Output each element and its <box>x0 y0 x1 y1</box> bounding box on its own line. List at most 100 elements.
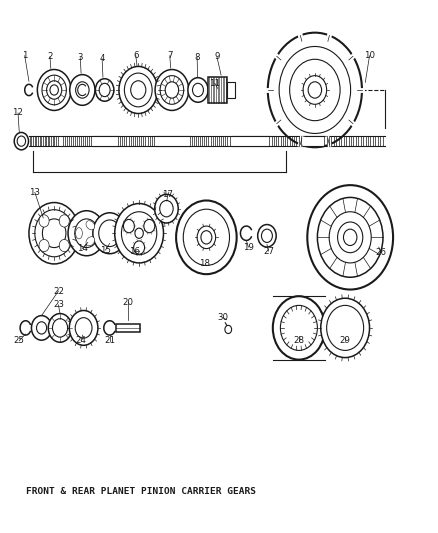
Circle shape <box>160 76 184 104</box>
Text: 27: 27 <box>263 247 274 256</box>
Bar <box>303 136 324 146</box>
Text: 20: 20 <box>123 298 134 307</box>
Circle shape <box>134 241 145 254</box>
Text: 28: 28 <box>293 336 304 345</box>
Circle shape <box>280 305 318 350</box>
Circle shape <box>318 197 383 277</box>
Circle shape <box>35 209 74 257</box>
Text: 26: 26 <box>375 248 386 257</box>
Circle shape <box>329 212 371 263</box>
Circle shape <box>39 215 49 227</box>
Text: 21: 21 <box>104 336 115 345</box>
Bar <box>208 77 227 103</box>
Circle shape <box>343 229 357 246</box>
Circle shape <box>165 82 179 98</box>
Circle shape <box>321 298 370 358</box>
Circle shape <box>17 136 25 146</box>
Circle shape <box>261 229 272 243</box>
Text: 18: 18 <box>199 259 210 268</box>
Circle shape <box>258 224 276 247</box>
Bar <box>93 136 118 146</box>
Circle shape <box>42 75 67 105</box>
Circle shape <box>37 69 71 110</box>
Circle shape <box>32 316 52 340</box>
Circle shape <box>131 81 146 99</box>
Text: 16: 16 <box>129 247 141 256</box>
Circle shape <box>176 200 237 274</box>
Circle shape <box>69 311 98 345</box>
Bar <box>232 136 269 146</box>
Ellipse shape <box>76 228 82 239</box>
Bar <box>156 136 190 146</box>
Circle shape <box>124 73 152 107</box>
Circle shape <box>99 83 110 96</box>
Circle shape <box>338 222 363 253</box>
Circle shape <box>39 239 49 252</box>
Circle shape <box>68 211 105 256</box>
Circle shape <box>95 79 114 101</box>
Circle shape <box>160 200 173 217</box>
Circle shape <box>135 228 143 238</box>
Circle shape <box>197 226 215 248</box>
Circle shape <box>50 85 58 95</box>
Text: 4: 4 <box>99 54 105 63</box>
Text: 7: 7 <box>167 51 173 60</box>
Circle shape <box>188 78 208 102</box>
Circle shape <box>193 83 203 96</box>
Circle shape <box>225 325 232 334</box>
Text: 8: 8 <box>194 53 200 62</box>
Text: 3: 3 <box>78 53 83 62</box>
Circle shape <box>99 220 120 247</box>
Text: 9: 9 <box>214 52 219 61</box>
Circle shape <box>183 209 230 265</box>
Circle shape <box>14 132 28 150</box>
Text: 6: 6 <box>133 51 138 60</box>
Text: 13: 13 <box>29 188 40 197</box>
Circle shape <box>75 318 92 338</box>
Circle shape <box>115 204 163 263</box>
Circle shape <box>124 220 134 233</box>
Circle shape <box>59 239 69 252</box>
Text: 2: 2 <box>47 52 53 61</box>
Circle shape <box>119 67 158 114</box>
Text: 22: 22 <box>53 287 64 296</box>
Circle shape <box>121 212 157 255</box>
Circle shape <box>155 195 178 223</box>
Circle shape <box>201 231 212 244</box>
Text: 10: 10 <box>364 51 375 60</box>
Text: 25: 25 <box>14 336 25 345</box>
Text: 29: 29 <box>340 336 350 345</box>
Bar <box>117 324 140 332</box>
Text: 19: 19 <box>243 243 254 252</box>
Bar <box>227 82 235 98</box>
Circle shape <box>29 203 79 264</box>
Circle shape <box>70 75 95 106</box>
Circle shape <box>42 219 66 247</box>
Circle shape <box>279 46 350 133</box>
Circle shape <box>59 215 69 227</box>
Circle shape <box>268 33 362 147</box>
Text: 11: 11 <box>209 79 220 88</box>
Circle shape <box>144 220 155 233</box>
Text: 23: 23 <box>53 301 64 309</box>
Ellipse shape <box>86 237 95 246</box>
Text: 15: 15 <box>100 246 111 255</box>
Circle shape <box>76 82 89 98</box>
Circle shape <box>308 82 321 98</box>
Circle shape <box>46 81 62 99</box>
Text: 14: 14 <box>77 244 88 253</box>
Circle shape <box>290 59 340 120</box>
Circle shape <box>93 213 127 254</box>
Text: 17: 17 <box>162 190 173 199</box>
Text: 1: 1 <box>22 51 28 60</box>
Circle shape <box>303 76 327 104</box>
Circle shape <box>155 69 189 110</box>
Ellipse shape <box>86 221 95 230</box>
Circle shape <box>327 305 364 350</box>
Circle shape <box>53 319 67 337</box>
Text: 30: 30 <box>218 313 229 322</box>
Text: 12: 12 <box>13 109 24 117</box>
Circle shape <box>36 322 46 334</box>
Circle shape <box>48 313 72 342</box>
Circle shape <box>75 219 98 247</box>
